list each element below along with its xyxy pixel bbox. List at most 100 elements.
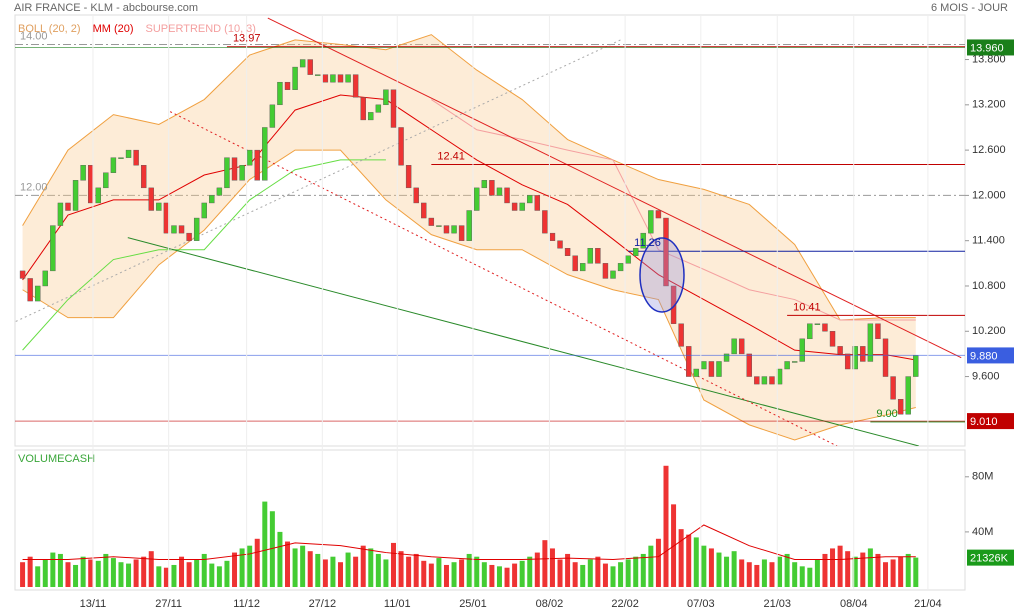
volume-bar — [481, 562, 487, 587]
candle — [648, 210, 654, 234]
volume-bar — [133, 559, 139, 587]
candle — [564, 248, 571, 256]
candle — [27, 278, 33, 302]
volume-bar — [148, 551, 154, 587]
candle — [678, 323, 684, 347]
volume-badge-label: 21326K — [970, 553, 1009, 565]
candle — [837, 346, 843, 355]
volume-bar — [360, 545, 366, 587]
volume-bar — [232, 552, 238, 587]
volume-bar — [322, 559, 328, 587]
candle — [897, 399, 904, 415]
x-tick-label: 07/03 — [687, 598, 715, 610]
candle — [496, 187, 503, 196]
volume-bar — [602, 563, 608, 587]
x-tick-label: 11/12 — [233, 598, 260, 610]
volume-bar — [141, 556, 147, 587]
candle — [80, 165, 86, 181]
volume-bar — [693, 537, 699, 587]
volume-bar — [640, 553, 646, 587]
chart-title: AIR FRANCE - KLM - abcbourse.com — [14, 2, 198, 14]
volume-bar — [754, 564, 760, 587]
candle — [663, 217, 669, 287]
volume-bar — [20, 562, 26, 587]
candle — [405, 165, 412, 189]
trendline — [127, 237, 919, 446]
volume-bar — [451, 562, 457, 587]
volume-bar — [285, 541, 291, 587]
volume-bar — [368, 548, 374, 587]
volume-bar — [262, 501, 268, 587]
volume-bar — [534, 552, 540, 587]
candle — [511, 202, 518, 211]
candle — [140, 165, 147, 189]
candle — [731, 338, 737, 355]
volume-bar — [413, 553, 419, 587]
volume-bar — [103, 553, 109, 587]
candle — [262, 127, 268, 181]
x-tick-label: 08/04 — [840, 598, 868, 610]
x-tick-label: 11/01 — [384, 598, 411, 610]
candle — [882, 338, 889, 377]
volume-bar — [50, 552, 56, 587]
candle — [693, 368, 699, 377]
volume-bar — [792, 562, 798, 587]
candle — [784, 361, 790, 370]
volume-bar — [633, 556, 639, 587]
candle — [125, 149, 132, 158]
volume-bar — [216, 566, 222, 587]
candle — [19, 270, 26, 279]
volume-bar — [95, 560, 101, 587]
volume-bar — [625, 559, 631, 587]
volume-bar — [655, 538, 661, 587]
volume-bar — [898, 556, 904, 587]
ref-label: 14.00 — [20, 30, 48, 42]
candle — [231, 157, 238, 181]
candle — [549, 232, 556, 241]
volume-bar — [678, 529, 684, 587]
y-tick-label: 12.000 — [972, 189, 1006, 201]
volume-bar — [565, 553, 571, 587]
volume-bar — [905, 553, 911, 587]
candle — [178, 225, 185, 234]
volume-bar — [186, 562, 192, 587]
candle — [292, 66, 298, 90]
candle — [35, 285, 41, 302]
candle — [852, 346, 858, 370]
candle — [398, 127, 404, 166]
legend-entry: MM (20) — [93, 23, 134, 35]
volume-bar — [746, 562, 752, 587]
volume-bar — [542, 540, 548, 587]
legend-entry: BOLL (20, 2) — [18, 23, 81, 35]
candle — [103, 172, 109, 189]
y-tick-label: 12.600 — [972, 144, 1006, 156]
volume-bar — [496, 566, 502, 587]
volume-bar — [42, 559, 48, 587]
volume-bar — [330, 556, 336, 587]
candle — [466, 210, 472, 241]
candle — [474, 187, 480, 211]
volume-bar — [300, 545, 306, 587]
marker-label: 13.960 — [970, 42, 1004, 54]
candle — [814, 323, 821, 325]
volume-bar — [443, 564, 449, 587]
candle — [913, 355, 919, 377]
volume-bar — [572, 562, 578, 587]
level-label: 9.00 — [876, 408, 897, 420]
candle — [383, 89, 389, 106]
price-frame — [14, 14, 966, 447]
candle — [216, 187, 223, 196]
candle — [148, 187, 154, 211]
y-tick-label: 13.200 — [972, 99, 1006, 111]
volume-bar — [398, 551, 404, 587]
volume-bar — [459, 559, 465, 587]
volume-bar — [837, 545, 843, 587]
candle — [776, 368, 783, 385]
candle — [87, 165, 94, 204]
candle — [746, 353, 752, 377]
volume-badge — [967, 549, 1014, 566]
volume-bar — [852, 556, 858, 587]
volume-bar — [610, 566, 616, 587]
volume-bar — [239, 548, 245, 587]
volume-bar — [716, 552, 722, 587]
